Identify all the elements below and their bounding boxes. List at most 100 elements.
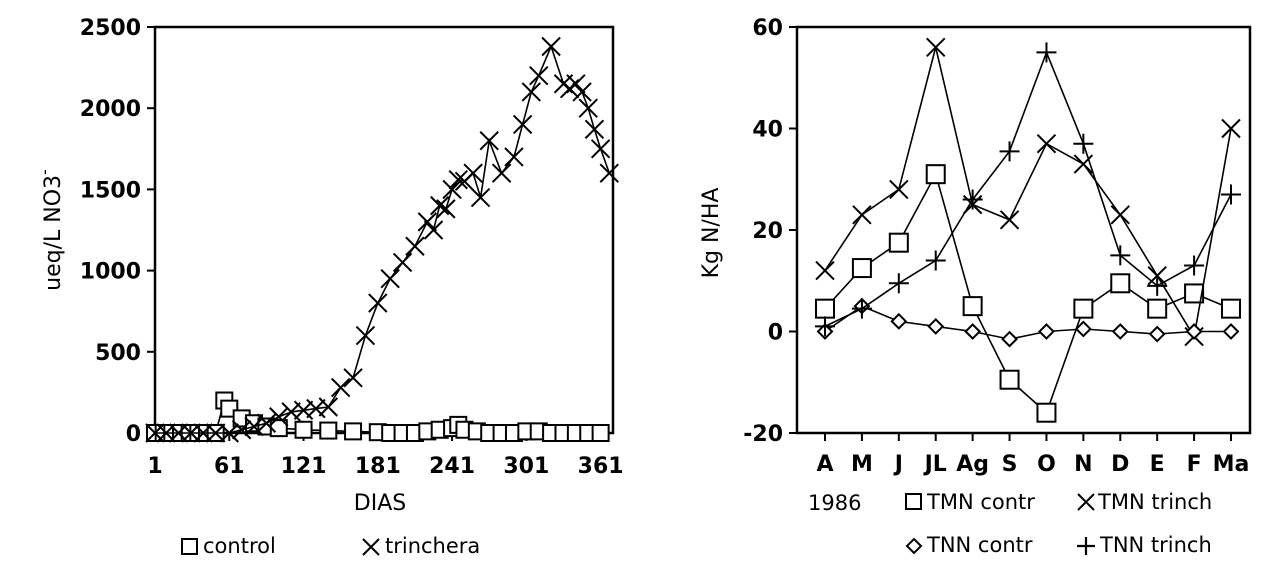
data-point — [927, 318, 945, 335]
x-tick-label: E — [1150, 452, 1165, 477]
left-y-ticks: 0 500 1000 1500 2000 2500 — [80, 16, 155, 447]
data-point — [330, 377, 351, 398]
x-tick-label: S — [1002, 452, 1018, 477]
data-point — [504, 147, 524, 167]
nitrogen-flux-chart: -20 0 20 40 60 A M J JL Ag S O N D E F Ma Kg N/HA 1986 … — [699, 16, 1252, 557]
data-point — [343, 368, 363, 388]
legend-square-marker — [181, 538, 198, 555]
right-series — [815, 37, 1241, 423]
data-point — [599, 163, 619, 183]
legend-year-label: 1986 — [808, 491, 861, 515]
legend-tmn-contr-label: TMN contr — [926, 490, 1035, 514]
data-point — [463, 163, 483, 183]
data-point — [1185, 323, 1203, 340]
data-point — [1184, 283, 1205, 304]
x-tick-label: 181 — [355, 454, 401, 479]
series-TNN-trinch — [815, 42, 1241, 337]
data-point — [584, 119, 605, 140]
right-plot-frame — [795, 25, 1252, 435]
left-y-axis-label: ueq/L NO3- — [35, 169, 66, 291]
data-point — [436, 199, 456, 219]
data-point — [1222, 323, 1240, 340]
x-tick-label: O — [1037, 452, 1056, 477]
x-tick-label: M — [851, 452, 873, 477]
data-point — [578, 98, 598, 118]
data-point — [1073, 154, 1094, 174]
series-line — [824, 47, 1232, 339]
data-point — [429, 195, 450, 216]
data-point — [448, 169, 468, 190]
data-point — [1036, 42, 1057, 63]
x-tick-label: 1 — [147, 454, 162, 479]
data-point — [392, 252, 413, 273]
data-point — [1074, 320, 1092, 338]
data-point — [479, 130, 499, 151]
data-point — [294, 420, 313, 439]
data-point — [529, 66, 549, 86]
data-point — [541, 36, 561, 57]
data-point — [890, 312, 908, 330]
data-point — [962, 296, 983, 317]
data-point — [405, 236, 425, 256]
data-point — [1110, 245, 1131, 266]
y-tick-label: -20 — [743, 422, 783, 447]
legend-control-label: control — [203, 534, 276, 558]
series-TMN-trinch — [815, 37, 1241, 347]
data-point — [962, 189, 983, 210]
y-tick-label: 40 — [752, 118, 783, 143]
data-point — [999, 210, 1020, 230]
left-plot-frame — [153, 25, 615, 435]
data-point — [470, 187, 491, 208]
data-point — [368, 293, 388, 313]
series-line — [824, 305, 1231, 340]
data-point — [591, 424, 610, 442]
data-point — [417, 212, 438, 232]
y-tick-label: 500 — [95, 341, 141, 366]
data-point — [231, 420, 252, 440]
y-tick-label: 0 — [126, 422, 141, 447]
series-line — [824, 172, 1232, 415]
series-line — [824, 50, 1232, 328]
y-tick-label: 1000 — [80, 260, 141, 285]
data-point — [1036, 134, 1057, 154]
left-x-axis-label: DIAS — [354, 491, 406, 516]
data-point — [1073, 133, 1094, 154]
data-point — [1221, 118, 1241, 139]
data-point — [512, 114, 533, 135]
data-point — [964, 323, 982, 340]
y-tick-label: 1500 — [80, 178, 141, 203]
data-point — [1147, 275, 1168, 296]
data-point — [319, 421, 338, 440]
data-point — [1111, 323, 1129, 340]
y-tick-label: 2000 — [80, 97, 141, 122]
data-point — [1073, 298, 1094, 319]
legend-tmn-trinch-label: TMN trinch — [1097, 490, 1212, 514]
data-point — [1110, 205, 1130, 225]
series-trinchera — [145, 36, 619, 443]
data-point — [925, 250, 946, 271]
data-point — [999, 369, 1020, 390]
data-point — [851, 258, 872, 279]
data-point — [205, 423, 226, 443]
right-x-ticks: A M J JL Ag S O N D E F Ma — [816, 433, 1249, 477]
y-tick-label: 0 — [768, 321, 783, 346]
left-series — [145, 36, 619, 443]
x-tick-label: D — [1111, 452, 1129, 477]
data-point — [1036, 402, 1057, 423]
x-tick-label: 301 — [503, 454, 549, 479]
series-TNN-contr — [816, 297, 1240, 348]
data-point — [355, 325, 376, 346]
data-point — [521, 82, 542, 102]
data-point — [1147, 298, 1168, 319]
legend-tnn-contr-label: TNN contr — [926, 533, 1033, 557]
data-point — [1038, 323, 1055, 340]
data-point — [815, 316, 835, 337]
right-legend: 1986 TMN contr TMN trinch TNN contr TNN … — [808, 490, 1212, 557]
x-tick-label: Ag — [956, 452, 989, 477]
x-tick-label: 121 — [281, 454, 327, 479]
data-point — [925, 164, 946, 185]
data-point — [852, 205, 872, 225]
data-point — [851, 298, 872, 319]
y-tick-label: 20 — [752, 219, 783, 244]
